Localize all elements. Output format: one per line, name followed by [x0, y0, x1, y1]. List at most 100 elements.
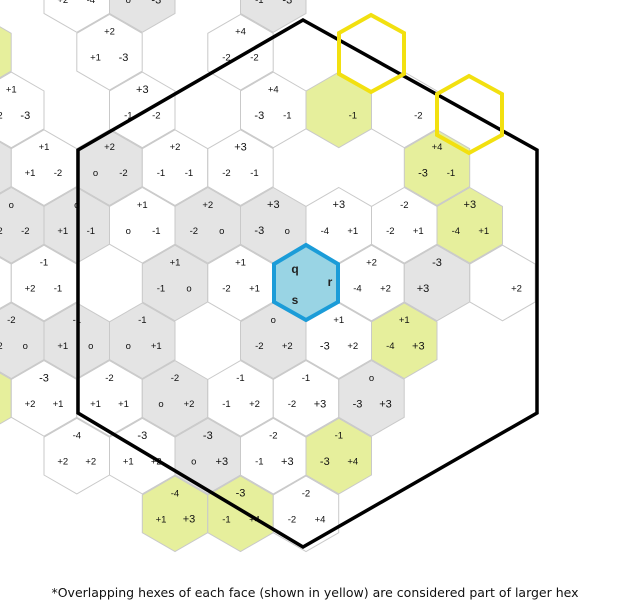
hex-coordinate-label: +2 — [249, 399, 260, 410]
hex-cell — [109, 71, 176, 149]
hex-coordinate-label: -1 — [283, 110, 291, 121]
hex-coordinate-label: -3 — [353, 398, 363, 410]
hex-coordinate-label: -4 — [321, 226, 329, 237]
hex-coordinate-label: +2 — [0, 226, 3, 237]
hex-coordinate-label: +2 — [366, 258, 377, 269]
hex-coordinate-label: +1 — [57, 226, 68, 237]
hex-coordinate-label: +3 — [412, 341, 425, 353]
hex-coordinate-label: -2 — [171, 373, 179, 384]
hex-cell — [207, 13, 274, 91]
hex-coordinate-label: -2 — [288, 399, 296, 410]
hex-cell — [338, 360, 405, 437]
hex-coordinate-label: +1 — [235, 258, 246, 269]
hex-coordinate-label: +4 — [268, 84, 279, 95]
hex-coordinate-label: o — [126, 0, 131, 6]
hex-cell — [0, 71, 45, 149]
hex-coordinate-label: -4 — [353, 284, 361, 295]
hex-coordinate-label: +2 — [25, 284, 36, 295]
hex-cell — [109, 0, 176, 33]
hex-coordinate-label: +1 — [156, 514, 167, 525]
hex-coordinate-label: -1 — [222, 399, 230, 410]
hex-coordinate-label: o — [219, 226, 224, 237]
hex-coordinate-label: +2 — [57, 457, 68, 468]
hex-coordinate-label: +1 — [90, 399, 101, 410]
hex-coordinate-label: +2 — [0, 341, 3, 352]
highlight-hex-top — [337, 12, 406, 95]
hex-coordinate-label: -1 — [87, 226, 95, 237]
hex-cell — [436, 186, 503, 264]
hex-coordinate-label: +2 — [25, 399, 36, 410]
hex-coordinate-label: -2 — [222, 284, 230, 295]
hex-coordinate-label: +1 — [347, 226, 358, 237]
hex-coordinate-label: o — [126, 226, 131, 237]
hex-coordinate-label: +2 — [380, 284, 391, 295]
hex-coordinate-label: +3 — [136, 84, 149, 96]
hex-coordinate-label: -4 — [171, 488, 179, 499]
hex-coordinate-label: +1 — [249, 284, 260, 295]
hex-cell — [403, 129, 471, 206]
hex-coordinate-label: -3 — [418, 168, 428, 180]
hex-coordinate-label: -1 — [255, 457, 263, 468]
hex-cell — [109, 302, 176, 380]
hex-coordinate-label: +2 — [282, 341, 293, 352]
hex-coordinate-label: -3 — [20, 110, 30, 122]
large-hex-boundary — [76, 17, 539, 550]
hex-cell — [207, 129, 274, 206]
hex-coordinate-label: -4 — [87, 0, 95, 6]
hex-coordinate-label: -3 — [203, 430, 213, 442]
hex-coordinate-label: -1 — [124, 110, 132, 121]
hex-coordinate-label: -2 — [250, 53, 258, 64]
hex-coordinate-label: o — [93, 168, 98, 179]
hex-coordinate-label: -1 — [157, 168, 165, 179]
hex-coordinate-label: +3 — [417, 283, 430, 295]
hex-coordinate-label: o — [271, 315, 276, 326]
hex-coordinate-label: o — [23, 341, 28, 352]
hex-coordinate-label: o — [285, 226, 290, 237]
hex-coordinate-label: +3 — [281, 456, 294, 468]
hex-coordinate-label: +1 — [137, 200, 148, 211]
hex-coordinate-label: -2 — [400, 200, 408, 211]
hex-coordinate-label: +2 — [0, 110, 3, 121]
hex-coordinate-label: +1 — [118, 399, 129, 410]
hex-coordinate-label: -4 — [452, 226, 460, 237]
hex-coordinate-label: +1 — [478, 226, 489, 237]
hex-coordinate-label: -2 — [386, 226, 394, 237]
hex-coordinate-label: -1 — [335, 431, 343, 442]
hex-coordinate-label: -2 — [302, 488, 310, 499]
hex-coordinate-label: o — [126, 341, 131, 352]
hex-coordinate-label: -4 — [386, 341, 394, 352]
hex-coordinate-label: o — [9, 200, 14, 211]
hex-coordinate-label: +1 — [6, 84, 17, 95]
center-hex — [272, 242, 340, 323]
hex-coordinate-label: -2 — [269, 431, 277, 442]
hex-coordinate-label: +3 — [216, 456, 229, 468]
hex-cell — [305, 417, 372, 495]
hex-coordinate-label: o — [369, 373, 374, 384]
hex-cells: +1 +3 +2 -4 +2 -4 +3 -4 +1 -1 -3 +4 o -3 +3 +1 -3 +2 +2 -3 +… — [0, 0, 536, 553]
center-q-label: q — [291, 262, 298, 276]
hex-coordinate-label: -1 — [250, 168, 258, 179]
hex-coordinate-label: +1 — [151, 341, 162, 352]
hex-coordinate-label: +1 — [123, 457, 134, 468]
hex-coordinate-label: +1 — [25, 168, 36, 179]
hex-coordinate-label: +3 — [379, 398, 392, 410]
hex-cell — [469, 244, 536, 322]
hex-coordinate-label: -1 — [157, 284, 165, 295]
hex-coordinate-label: +1 — [333, 315, 344, 326]
hex-coordinate-label: -2 — [105, 373, 113, 384]
hex-coordinate-label: -3 — [254, 110, 264, 122]
hex-cell — [272, 475, 340, 553]
hex-coordinate-label: +2 — [347, 341, 358, 352]
hex-coordinate-label: -1 — [302, 373, 310, 384]
hex-coordinate-label: +2 — [104, 27, 115, 38]
hex-coordinate-label: +2 — [151, 457, 162, 468]
hex-coordinate-label: -2 — [414, 110, 422, 121]
hex-coordinate-label: -2 — [255, 341, 263, 352]
center-s-label: s — [292, 293, 299, 307]
hex-coordinate-label: +4 — [235, 27, 246, 38]
hex-coordinate-label: +2 — [104, 142, 115, 153]
hex-coordinate-label: +2 — [57, 0, 68, 6]
hex-coordinate-label: -2 — [222, 168, 230, 179]
hex-coordinate-label: +4 — [432, 142, 443, 153]
